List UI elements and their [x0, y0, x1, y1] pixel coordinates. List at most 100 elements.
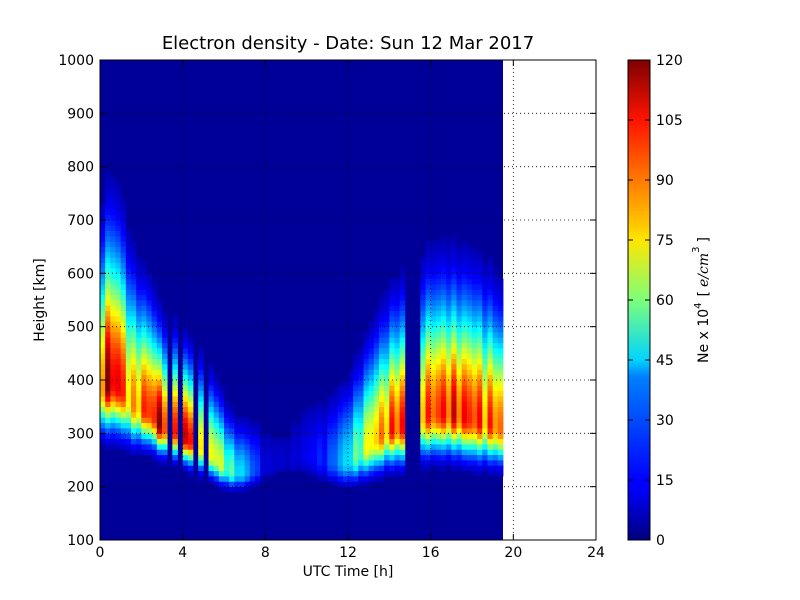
heatmap-cell — [492, 454, 499, 461]
heatmap-cell — [446, 257, 452, 264]
heatmap-cell — [394, 305, 401, 312]
heatmap-cell — [141, 310, 147, 317]
heatmap-cell — [477, 262, 483, 269]
heatmap-cell — [156, 385, 163, 392]
heatmap-cell — [306, 460, 313, 466]
heatmap-cell — [146, 284, 153, 290]
heatmap-cell — [105, 353, 111, 360]
heatmap-cell — [187, 358, 194, 365]
heatmap-cell — [353, 353, 359, 360]
heatmap-cell — [311, 454, 318, 461]
heatmap-cell — [348, 396, 354, 402]
heatmap-cell — [466, 385, 473, 392]
heatmap-cell — [100, 332, 106, 338]
heatmap-cell — [125, 236, 132, 242]
heatmap-cell — [146, 364, 153, 370]
heatmap-cell — [368, 428, 375, 434]
heatmap-cell — [472, 454, 478, 461]
heatmap-cell — [198, 396, 204, 402]
heatmap-cell — [487, 284, 494, 290]
heatmap-cell — [373, 417, 380, 424]
heatmap-cell — [394, 460, 401, 466]
heatmap-cell — [456, 454, 463, 461]
heatmap-cell — [105, 369, 111, 376]
x-tick-label: 4 — [178, 545, 187, 561]
heatmap-cell — [332, 401, 339, 408]
heatmap-cell — [441, 374, 447, 381]
heatmap-cell — [229, 438, 235, 445]
heatmap-cell — [198, 449, 204, 456]
x-axis-label: UTC Time [h] — [303, 564, 394, 580]
heatmap-cell — [461, 412, 468, 418]
heatmap-cell — [327, 465, 333, 472]
heatmap-cell — [466, 305, 473, 312]
heatmap-cell — [384, 401, 390, 408]
heatmap-cell — [141, 422, 147, 429]
heatmap-cell — [399, 316, 406, 322]
heatmap-cell — [446, 278, 452, 285]
heatmap-cell — [136, 305, 142, 312]
heatmap-cell — [487, 257, 494, 264]
heatmap-cell — [430, 326, 437, 333]
heatmap-cell — [115, 310, 122, 317]
heatmap-cell — [358, 348, 364, 354]
heatmap-cell — [420, 417, 426, 424]
heatmap-cell — [105, 396, 111, 402]
heatmap-cell — [125, 310, 132, 317]
heatmap-cell — [461, 278, 468, 285]
heatmap-cell — [218, 422, 225, 429]
heatmap-cell — [425, 401, 432, 408]
heatmap-cell — [389, 358, 395, 365]
heatmap-cell — [327, 454, 333, 461]
heatmap-cell — [368, 380, 375, 386]
heatmap-cell — [141, 342, 147, 349]
heatmap-cell — [327, 433, 333, 440]
heatmap-cell — [120, 348, 127, 354]
heatmap-cell — [208, 433, 215, 440]
heatmap-cell — [373, 422, 380, 429]
heatmap-cell — [425, 342, 432, 349]
heatmap-cell — [394, 433, 401, 440]
heatmap-cell — [399, 470, 406, 477]
heatmap-cell — [110, 390, 116, 397]
heatmap-cell — [342, 412, 349, 418]
heatmap-cell — [456, 257, 463, 264]
heatmap-cell — [425, 268, 432, 274]
heatmap-cell — [497, 465, 504, 472]
heatmap-cell — [451, 385, 457, 392]
heatmap-cell — [141, 390, 147, 397]
heatmap-cell — [394, 465, 401, 472]
heatmap-cell — [456, 364, 463, 370]
heatmap-cell — [322, 476, 328, 482]
heatmap-cell — [384, 369, 390, 376]
heatmap-cell — [105, 433, 111, 440]
heatmap-cell — [218, 433, 225, 440]
heatmap-cell — [461, 273, 468, 280]
heatmap-cell — [451, 262, 457, 269]
heatmap-cell — [384, 438, 390, 445]
heatmap-cell — [472, 412, 478, 418]
heatmap-cell — [172, 401, 178, 408]
heatmap-cell — [239, 476, 246, 482]
x-tick-label: 16 — [422, 545, 440, 561]
heatmap-cell — [156, 310, 163, 317]
heatmap-cell — [322, 449, 328, 456]
heatmap-cell — [105, 444, 111, 450]
heatmap-cell — [389, 444, 395, 450]
heatmap-cell — [332, 438, 339, 445]
heatmap-cell — [131, 246, 137, 253]
heatmap-cell — [466, 444, 473, 450]
heatmap-cell — [435, 262, 442, 269]
colorbar-tick-label: 75 — [656, 233, 674, 249]
heatmap-cell — [120, 369, 127, 376]
heatmap-cell — [131, 284, 137, 290]
heatmap-cell — [358, 438, 364, 445]
heatmap-cell — [399, 364, 406, 370]
heatmap-cell — [389, 332, 395, 338]
heatmap-cell — [141, 417, 147, 424]
heatmap-cell — [368, 422, 375, 429]
heatmap-cell — [100, 310, 106, 317]
heatmap-cell — [482, 422, 488, 429]
heatmap-cell — [373, 449, 380, 456]
heatmap-cell — [187, 369, 194, 376]
